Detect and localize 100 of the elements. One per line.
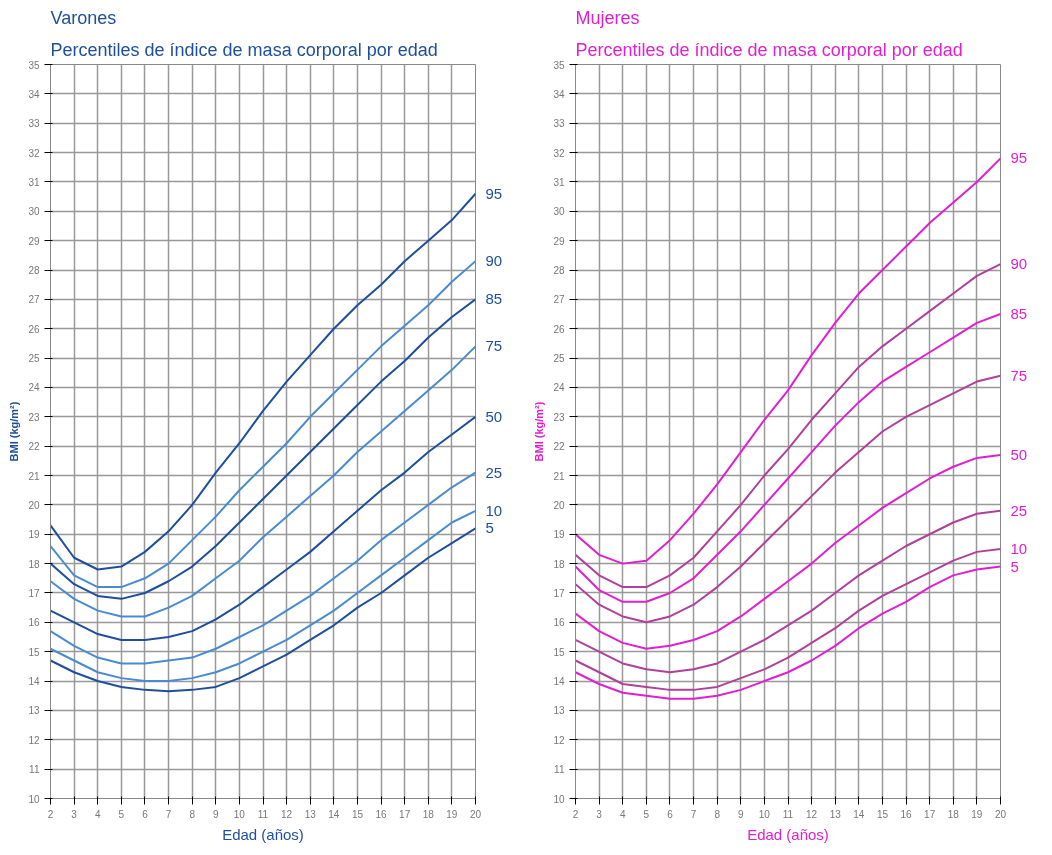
series-label: 10 [485,501,503,519]
y-tick-label: 11 [554,764,565,776]
x-axis-title: Edad (años) [747,825,829,843]
y-tick-label: 13 [28,705,40,717]
y-tick-label: 30 [28,206,40,218]
x-tick-label: 8 [189,808,196,820]
y-tick-label: 14 [553,676,565,688]
y-tick-label: 17 [553,587,565,599]
y-tick-label: 33 [553,118,565,130]
y-tick-label: 28 [28,265,40,277]
y-tick-label: 20 [28,499,40,511]
x-tick-label: 2 [572,808,579,820]
y-tick-label: 15 [553,646,565,658]
x-tick-label: 18 [422,808,435,820]
y-tick-label: 13 [553,705,565,717]
y-tick-label: 17 [28,587,40,599]
y-tick-label: 26 [553,323,565,335]
x-tick-label: 14 [853,808,865,820]
y-tick-label: 33 [28,118,40,130]
x-tick-label: 2 [47,808,54,820]
x-tick-label: 16 [375,808,388,820]
y-tick-label: 29 [28,235,40,247]
x-tick-label: 13 [304,808,317,820]
y-axis-title: BMI (kg/m²) [8,401,21,462]
line-series [575,565,1001,700]
series-label: 95 [1010,149,1028,167]
y-tick-label: 18 [28,558,40,570]
y-tick-label: 15 [28,646,40,658]
x-tick-label: 14 [328,808,340,820]
y-tick-label: 19 [553,529,565,541]
line-series [50,527,476,693]
chart-title: Varones [50,7,117,28]
y-tick-label: 27 [553,294,565,306]
y-tick-label: 31 [28,176,40,188]
y-tick-label: 28 [553,265,565,277]
series-label: 50 [1010,445,1028,463]
line-series [575,374,1001,624]
y-tick-label: 23 [553,411,565,423]
x-tick-label: 3 [71,808,78,820]
x-tick-label: 19 [971,808,983,820]
y-tick-label: 20 [553,499,565,511]
x-tick-label: 18 [947,808,960,820]
x-tick-label: 5 [643,808,650,820]
series-label: 10 [1010,539,1028,557]
y-tick-label: 23 [28,411,40,423]
x-tick-label: 12 [806,808,818,820]
x-axis-title: Edad (años) [222,825,304,843]
series-label: 25 [485,463,503,481]
y-tick-label: 21 [28,470,40,482]
line-series [50,345,476,618]
x-tick-label: 9 [738,808,744,820]
x-tick-label: 17 [399,808,411,820]
x-tick-label: 20 [469,808,482,820]
y-tick-label: 22 [28,441,40,453]
y-tick-label: 21 [553,470,565,482]
x-tick-label: 11 [257,808,269,820]
x-tick-label: 11 [782,808,794,820]
series-label: 85 [485,290,503,308]
x-tick-label: 20 [994,808,1007,820]
y-tick-label: 18 [553,558,565,570]
y-tick-label: 19 [28,529,40,541]
y-tick-label: 24 [28,382,40,394]
line-series [575,157,1001,565]
y-tick-label: 34 [553,88,565,100]
x-tick-label: 4 [619,808,626,820]
y-tick-label: 25 [553,353,565,365]
x-tick-label: 7 [690,808,697,820]
line-series [575,453,1001,650]
line-series [50,415,476,641]
x-tick-label: 8 [714,808,721,820]
y-tick-label: 14 [28,676,40,688]
y-tick-label: 11 [29,764,40,776]
y-tick-label: 24 [553,382,565,394]
series-label: 5 [485,519,494,537]
line-series [50,471,476,665]
x-tick-label: 15 [876,808,889,820]
x-tick-label: 5 [118,808,125,820]
x-tick-label: 10 [233,808,246,820]
line-series [575,547,1001,691]
y-tick-label: 12 [28,734,40,746]
line-series [575,509,1001,674]
series-label: 75 [1010,366,1028,384]
y-axis-title: BMI (kg/m²) [533,401,546,462]
line-series [575,263,1001,589]
chart-subtitle: Percentiles de índice de masa corporal por edad [575,39,963,60]
x-tick-label: 15 [351,808,364,820]
y-tick-label: 32 [28,147,40,159]
y-tick-label: 25 [28,353,40,365]
y-tick-label: 29 [553,235,565,247]
x-tick-label: 17 [924,808,936,820]
series-label: 5 [1010,557,1019,575]
series-label: 50 [485,407,503,425]
y-tick-label: 35 [553,59,565,71]
y-tick-label: 26 [28,323,40,335]
x-tick-label: 16 [900,808,913,820]
x-tick-label: 6 [142,808,149,820]
series-label: 85 [1010,305,1028,323]
y-tick-label: 12 [553,734,565,746]
line-series [575,313,1001,603]
y-tick-label: 30 [553,206,565,218]
